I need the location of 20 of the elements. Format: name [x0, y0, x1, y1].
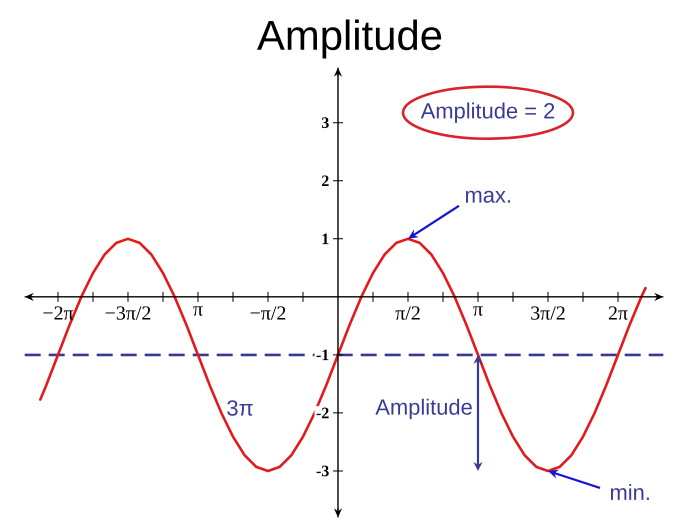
y-tick-label: -1 — [316, 350, 328, 360]
x-tick-label: −2π — [43, 306, 74, 320]
annotation: 3π — [227, 400, 253, 416]
x-tick-label: −3π/2 — [106, 306, 150, 320]
y-tick-label: 3 — [322, 117, 329, 128]
chart-title: Amplitude — [257, 19, 442, 58]
annotation: Amplitude — [375, 398, 472, 420]
x-tick-label: π/2 — [395, 306, 420, 320]
y-tick-label: 2 — [322, 176, 329, 186]
y-tick-label: -3 — [316, 466, 329, 476]
annotation: min. — [610, 484, 649, 500]
y-tick-label: -2 — [316, 408, 329, 418]
x-tick-label: 3π/2 — [531, 306, 565, 320]
y-tick-label: 1 — [322, 234, 328, 244]
x-tick-label: π — [473, 306, 483, 316]
annotation: max. — [466, 190, 510, 203]
annotation: Amplitude = 2 — [420, 102, 554, 123]
x-tick-label: π — [193, 306, 203, 316]
x-tick-label: −π/2 — [250, 306, 286, 320]
x-tick-label: 2π — [608, 306, 628, 320]
